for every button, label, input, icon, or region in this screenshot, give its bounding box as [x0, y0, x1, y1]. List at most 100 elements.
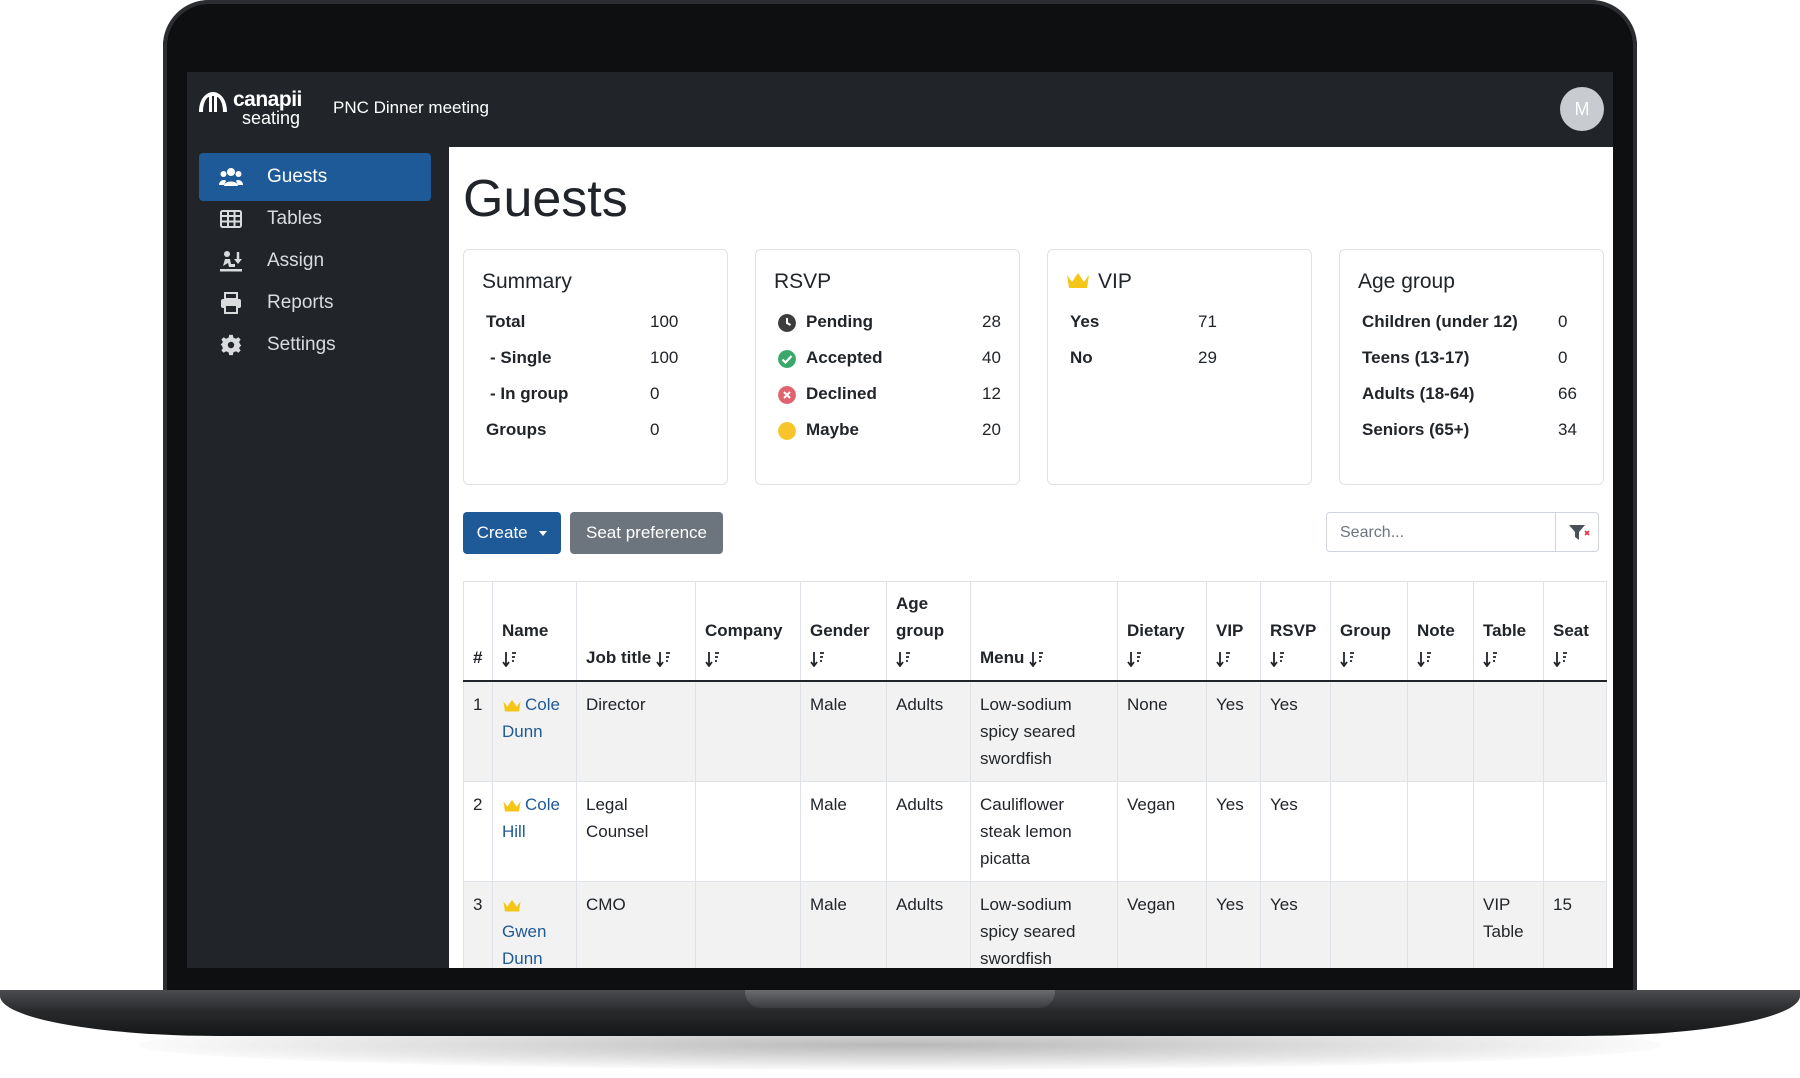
column-header-vip[interactable]: VIP — [1206, 581, 1261, 682]
sort-icon[interactable] — [1340, 651, 1358, 667]
crown-icon — [503, 699, 521, 711]
cell-name[interactable]: Gwen Dunn — [492, 881, 577, 968]
summary-value: 100 — [650, 312, 679, 331]
sidebar: Guests Tables Assign Reports — [187, 147, 449, 968]
cell-name[interactable]: Cole Dunn — [492, 680, 577, 782]
sort-icon[interactable] — [896, 651, 914, 667]
vip-row-no: No 29 — [1070, 348, 1300, 372]
column-header-name[interactable]: Name — [492, 581, 577, 682]
header-label: Gender — [810, 621, 870, 640]
cell-number: 2 — [463, 781, 493, 882]
header-label: Dietary — [1127, 621, 1185, 640]
sort-icon[interactable] — [705, 651, 723, 667]
age-value: 0 — [1558, 312, 1568, 331]
sidebar-label-reports: Reports — [267, 292, 334, 313]
column-header-menu[interactable]: Menu — [970, 581, 1118, 682]
sort-icon[interactable] — [1553, 651, 1571, 667]
check-circle-icon — [778, 350, 796, 368]
column-header-rsvp[interactable]: RSVP — [1260, 581, 1331, 682]
column-header-group[interactable]: Group — [1330, 581, 1408, 682]
cell-vip: Yes — [1206, 881, 1261, 968]
table-row[interactable]: 3 Gwen Dunn CMO Male Adults Low-sodium s… — [463, 881, 1607, 968]
cell-table — [1473, 781, 1544, 882]
header-label: Table — [1483, 621, 1527, 640]
header-label: VIP — [1216, 621, 1244, 640]
create-dropdown-button[interactable]: Create — [463, 512, 561, 554]
user-avatar[interactable]: M — [1560, 87, 1604, 131]
vip-card-title: VIP — [1098, 270, 1132, 293]
search-input[interactable]: Search... — [1326, 512, 1556, 552]
cell-table: VIP Table — [1473, 881, 1544, 968]
sidebar-item-tables[interactable]: Tables — [199, 195, 431, 243]
guest-name-link[interactable]: Gwen Dunn — [502, 922, 547, 968]
sort-icon[interactable] — [1483, 651, 1501, 667]
rsvp-value: 12 — [982, 384, 1001, 403]
summary-card: Summary Total 100 - Single 100 - In grou… — [463, 249, 728, 485]
column-header-seat[interactable]: Seat — [1543, 581, 1607, 682]
top-navbar: canapii seating PNC Dinner meeting M — [187, 72, 1613, 147]
summary-row-single: - Single 100 — [486, 348, 716, 372]
rsvp-row-maybe: Maybe 20 — [778, 420, 1008, 444]
age-value: 66 — [1558, 384, 1577, 403]
cell-dietary: Vegan — [1117, 781, 1207, 882]
cell-group — [1330, 881, 1408, 968]
seat-preference-button[interactable]: Seat preference — [570, 512, 723, 554]
sidebar-item-reports[interactable]: Reports — [199, 279, 431, 327]
main-content: Guests Summary Total 100 - Single 100 - … — [449, 147, 1613, 968]
table-grid-icon — [220, 210, 242, 228]
table-row[interactable]: 1 Cole Dunn Director Male Adults Low-sod… — [463, 680, 1607, 782]
cell-age-group: Adults — [886, 881, 971, 968]
age-group-card-title: Age group — [1358, 270, 1455, 293]
table-header-row: # Name Job title Company Gender Age grou… — [463, 581, 1607, 682]
rsvp-value: 28 — [982, 312, 1001, 331]
rsvp-label: Accepted — [806, 348, 883, 367]
column-header-note[interactable]: Note — [1407, 581, 1474, 682]
guest-name-link[interactable]: Cole Dunn — [502, 695, 560, 741]
laptop-hinge-notch — [745, 990, 1055, 1008]
cell-company — [695, 680, 801, 782]
cell-company — [695, 781, 801, 882]
column-header-age-group[interactable]: Age group — [886, 581, 971, 682]
rsvp-label: Maybe — [806, 420, 859, 439]
cell-name[interactable]: Cole Hill — [492, 781, 577, 882]
sort-icon[interactable] — [1270, 651, 1288, 667]
x-circle-icon — [778, 386, 796, 404]
sort-icon[interactable] — [1216, 651, 1234, 667]
summary-label: Groups — [486, 420, 547, 439]
vip-card: VIP Yes 71 No 29 — [1047, 249, 1312, 485]
sidebar-item-guests[interactable]: Guests — [199, 153, 431, 201]
header-label: Job title — [586, 648, 652, 667]
column-header-company[interactable]: Company — [695, 581, 801, 682]
vip-label: Yes — [1070, 312, 1100, 331]
column-header-table[interactable]: Table — [1473, 581, 1544, 682]
guest-name-link[interactable]: Cole Hill — [502, 795, 560, 841]
caret-down-icon — [539, 531, 548, 537]
sidebar-item-settings[interactable]: Settings — [199, 321, 431, 369]
sort-icon[interactable] — [502, 651, 520, 667]
vip-value: 71 — [1198, 312, 1217, 331]
summary-row-total: Total 100 — [486, 312, 716, 336]
sort-icon[interactable] — [656, 651, 674, 667]
table-row[interactable]: 2 Cole Hill Legal Counsel Male Adults Ca… — [463, 781, 1607, 882]
rsvp-card-title: RSVP — [774, 270, 832, 293]
rsvp-label: Pending — [806, 312, 874, 331]
cell-table — [1473, 680, 1544, 782]
sidebar-label-settings: Settings — [267, 334, 336, 355]
sort-icon[interactable] — [810, 651, 828, 667]
column-header-job-title[interactable]: Job title — [576, 581, 696, 682]
age-group-card: Age group Children (under 12) 0 Teens (1… — [1339, 249, 1604, 485]
page-title: Guests — [463, 170, 628, 228]
column-header-gender[interactable]: Gender — [800, 581, 887, 682]
sort-icon[interactable] — [1417, 651, 1435, 667]
column-header-dietary[interactable]: Dietary — [1117, 581, 1207, 682]
sort-icon[interactable] — [1127, 651, 1145, 667]
crown-icon — [1067, 273, 1089, 288]
guests-table: # Name Job title Company Gender Age grou… — [463, 581, 1607, 968]
canapii-seating-logo[interactable]: canapii seating — [197, 86, 307, 130]
cell-job-title: Director — [576, 680, 696, 782]
filter-button[interactable] — [1555, 512, 1599, 552]
sidebar-item-assign[interactable]: Assign — [199, 237, 431, 285]
sort-icon[interactable] — [1029, 651, 1047, 667]
sidebar-label-tables: Tables — [267, 208, 322, 229]
age-label: Children (under 12) — [1362, 312, 1518, 331]
